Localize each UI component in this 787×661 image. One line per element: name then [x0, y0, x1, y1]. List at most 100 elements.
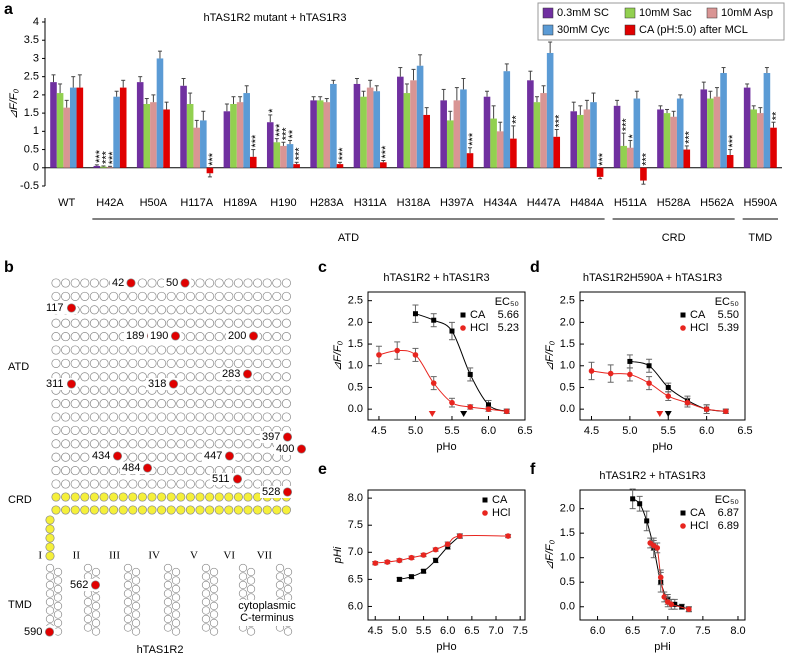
residue	[70, 466, 80, 476]
residue	[243, 466, 253, 476]
data-point	[431, 317, 437, 323]
x-tick-label: H283A	[310, 197, 344, 209]
residue	[185, 439, 195, 449]
bar	[720, 73, 727, 168]
residue	[109, 345, 119, 355]
tm-residue	[201, 572, 211, 581]
bar	[596, 167, 604, 177]
residue	[157, 318, 167, 328]
x-tick-label: 4.5	[371, 425, 386, 437]
x-tick-label: H318A	[397, 197, 431, 209]
linker-residue	[45, 533, 55, 543]
residue	[70, 439, 80, 449]
residue-number: 528	[262, 486, 280, 498]
residue	[118, 345, 128, 355]
residue	[61, 425, 71, 435]
legend-marker	[482, 510, 488, 516]
legend-label: 10mM Sac	[639, 7, 692, 19]
legend-marker	[482, 497, 488, 503]
tm-residue	[275, 563, 285, 573]
residue	[109, 479, 119, 489]
residue	[109, 358, 119, 368]
residue	[205, 425, 215, 435]
y-tick-label: 1.5	[24, 107, 39, 119]
mutated-residue	[112, 451, 123, 461]
x-tick-label: H511A	[614, 197, 647, 209]
data-point	[646, 380, 652, 386]
residue	[51, 278, 61, 288]
residue-number: 200	[228, 330, 246, 342]
y-axis-label: ⊿F/F₀	[332, 340, 344, 371]
residue	[253, 318, 263, 328]
data-point	[432, 546, 439, 553]
bar	[380, 162, 387, 168]
residue-number: 50	[166, 277, 178, 289]
y-tick-label: 1.5	[348, 338, 363, 350]
bar	[293, 164, 300, 168]
panel-label: a	[4, 1, 13, 18]
x-tick-label: H311A	[354, 197, 387, 209]
legend-marker	[680, 523, 686, 529]
residue	[70, 412, 80, 422]
mutated-residue	[168, 379, 179, 389]
tm-residue	[283, 627, 293, 636]
y-tick-label: 2.5	[560, 295, 575, 307]
bar	[757, 113, 764, 168]
bar	[143, 104, 151, 168]
residue	[157, 305, 167, 315]
residue	[253, 385, 263, 395]
residue	[166, 452, 176, 462]
x-axis-label: pHo	[436, 641, 456, 653]
tm-residue	[171, 567, 181, 577]
x-tick-label: 6.0	[699, 425, 714, 437]
residue	[176, 305, 186, 315]
residue	[281, 291, 291, 301]
residue-number: 511	[212, 473, 230, 485]
residue	[137, 399, 147, 409]
residue	[272, 372, 282, 382]
residue	[61, 318, 71, 328]
x-tick-label: 8.0	[730, 625, 745, 637]
residue	[243, 412, 253, 422]
crd-residue	[205, 492, 215, 502]
residue	[253, 479, 263, 489]
residue	[224, 385, 234, 395]
data-point	[467, 404, 474, 410]
residue	[99, 425, 109, 435]
residue	[224, 305, 234, 315]
bar	[750, 109, 758, 168]
bar	[336, 164, 344, 168]
crd-residue	[51, 492, 61, 502]
residue	[253, 452, 263, 462]
data-point	[657, 574, 664, 581]
crd-residue	[80, 505, 90, 515]
bar	[466, 153, 474, 168]
bar	[546, 52, 554, 168]
bar	[223, 111, 231, 168]
residue	[80, 278, 90, 288]
data-point	[703, 406, 710, 412]
legend-ec50: 6.87	[718, 507, 739, 519]
bar	[230, 104, 237, 168]
residue-number: 189	[126, 330, 144, 342]
data-point	[684, 399, 691, 406]
panel-label: f	[530, 461, 536, 478]
x-tick-label: 6.0	[440, 625, 455, 637]
data-point	[485, 402, 491, 408]
data-point	[672, 601, 678, 607]
residue	[233, 318, 243, 328]
residue	[147, 305, 157, 315]
legend-ec50: 6.89	[718, 520, 739, 532]
residue	[253, 345, 263, 355]
bar	[503, 71, 511, 168]
residue	[166, 358, 176, 368]
residue	[253, 278, 263, 288]
residue	[166, 412, 176, 422]
tm-residue	[83, 623, 93, 632]
tm-residue	[246, 627, 256, 636]
residue-number: 190	[150, 330, 168, 342]
data-point	[505, 533, 511, 539]
residue	[243, 479, 253, 489]
tm-residue	[123, 589, 133, 598]
residue	[147, 291, 157, 301]
